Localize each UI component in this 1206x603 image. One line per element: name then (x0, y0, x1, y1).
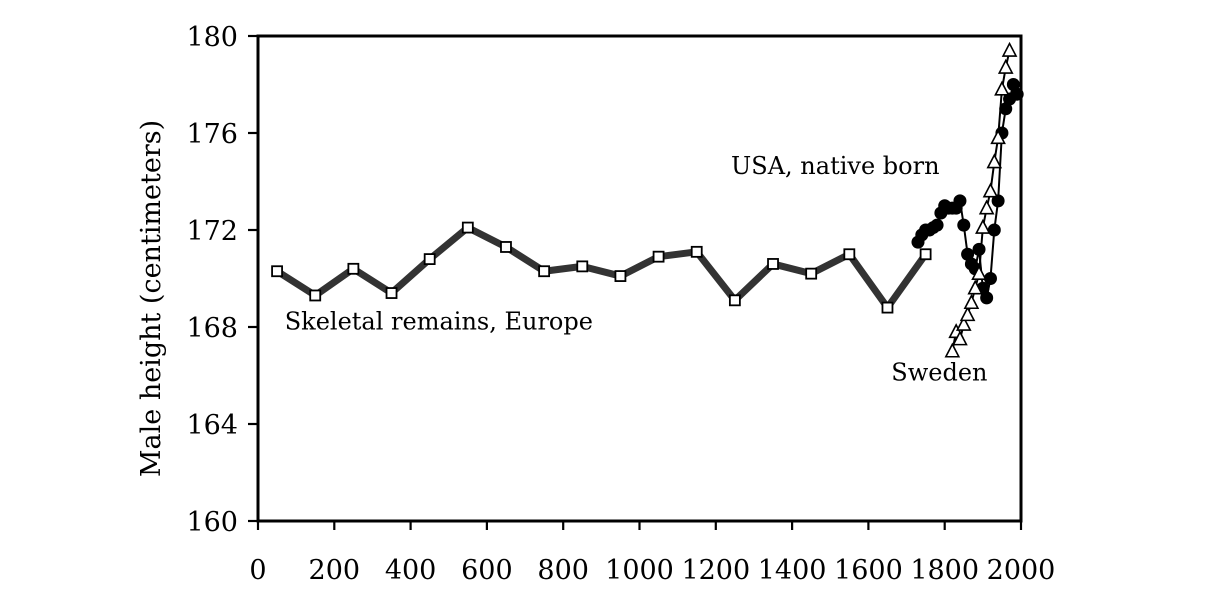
plot-frame (256, 34, 1023, 523)
data-point (805, 267, 818, 280)
x-tick-label: 800 (537, 555, 589, 586)
data-point (385, 287, 398, 299)
data-point (990, 129, 1006, 145)
series-line (275, 224, 929, 312)
y-tick-label: 164 (186, 410, 238, 441)
y-tick-label: 176 (186, 119, 238, 150)
data-point (767, 258, 779, 270)
data-point (955, 315, 972, 331)
y-tick-label: 160 (186, 507, 238, 538)
data-point (959, 306, 976, 322)
x-tick-label: 1400 (758, 555, 827, 586)
data-point (983, 272, 997, 285)
data-point (614, 270, 627, 282)
series-0 (271, 221, 932, 314)
x-tick-label: 400 (385, 555, 437, 586)
x-tick-label: 1800 (910, 555, 979, 586)
data-point (930, 218, 944, 232)
series-2 (944, 41, 1018, 358)
x-tick-label: 1200 (681, 555, 750, 586)
data-point (978, 199, 995, 215)
y-tick-label: 172 (186, 216, 238, 247)
data-point (972, 242, 986, 256)
axes (256, 34, 1023, 523)
data-point (987, 223, 1001, 237)
data-point (728, 294, 741, 307)
data-point (997, 58, 1014, 74)
data-point (652, 250, 665, 263)
data-point (919, 248, 932, 261)
data-point (347, 262, 360, 275)
x-tick-label: 0 (249, 555, 266, 586)
x-tick-label: 1000 (605, 555, 674, 586)
data-point (881, 301, 894, 314)
data-point (967, 279, 984, 295)
data-point (957, 218, 971, 232)
data-point (982, 182, 999, 198)
data-point (1001, 41, 1018, 57)
x-tick-label: 1600 (834, 555, 903, 586)
data-point (986, 153, 1003, 169)
data-point (309, 289, 322, 302)
x-tick-label: 600 (461, 555, 513, 586)
x-tick-label: 200 (309, 555, 361, 586)
data-point (991, 194, 1005, 208)
data-point (980, 291, 994, 305)
data-point (1010, 87, 1024, 101)
data-point (994, 80, 1010, 96)
data-point (576, 260, 589, 273)
data-point (975, 218, 991, 234)
y-tick-label: 168 (186, 313, 238, 344)
x-tick-label: 2000 (987, 555, 1056, 586)
data-point (843, 248, 856, 261)
data-point (461, 221, 474, 234)
data-point (953, 194, 967, 208)
data-point (423, 253, 436, 266)
data-point (944, 342, 961, 358)
y-tick-label: 180 (186, 22, 238, 53)
data-point (690, 245, 703, 258)
data-point (963, 294, 980, 310)
series-1 (911, 78, 1024, 305)
annotation-layer: USA, native born Skeletal remains, Europe… (285, 152, 988, 386)
data-point (500, 241, 512, 253)
series-layer (271, 41, 1024, 358)
series-annotation: Skeletal remains, Europe (285, 307, 593, 335)
series-annotation: Sweden (891, 358, 987, 386)
data-point (538, 265, 551, 278)
series-annotation: USA, native born (731, 152, 939, 180)
series-line (951, 50, 1011, 352)
data-point (952, 330, 968, 346)
data-point (971, 264, 987, 280)
y-axis-label: Male height (centimeters) (136, 120, 167, 477)
data-point (271, 265, 283, 278)
